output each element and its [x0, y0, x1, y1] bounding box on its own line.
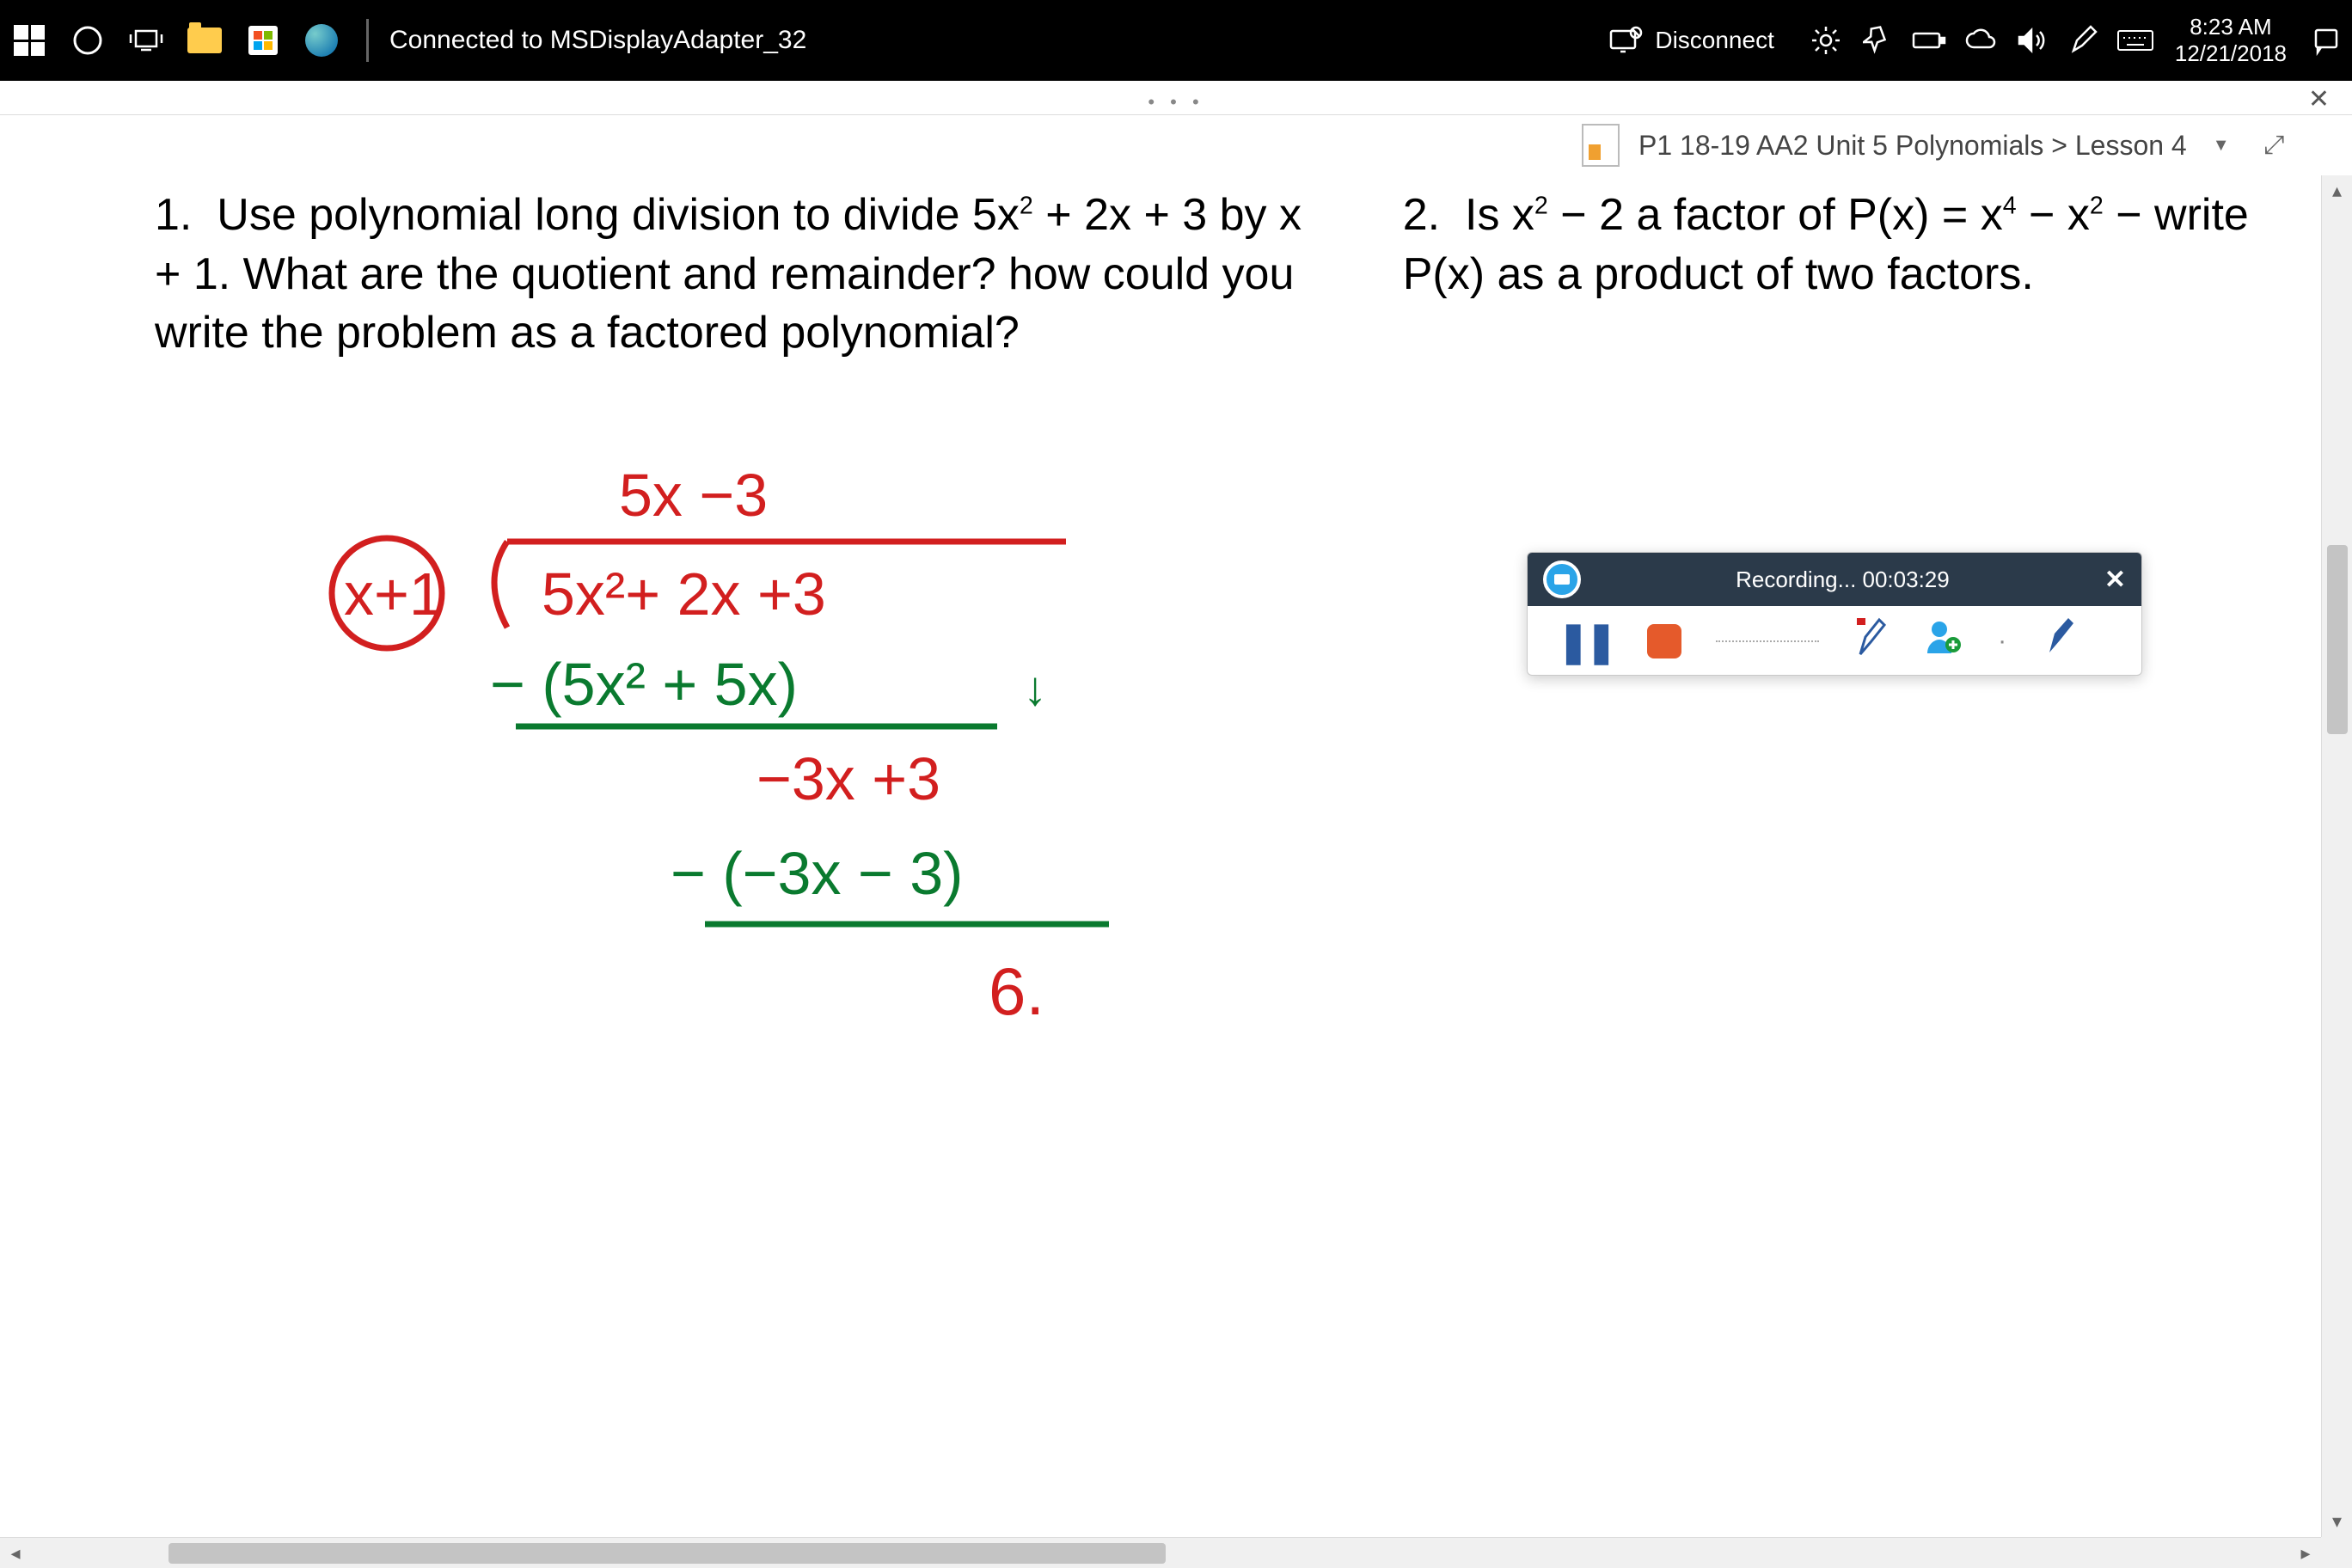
scroll-right-icon[interactable]: ▸ [2290, 1542, 2321, 1565]
recording-header: Recording... 00:03:29 ✕ [1528, 553, 2141, 606]
clock-time: 8:23 AM [2175, 14, 2287, 40]
cortana-icon[interactable] [58, 0, 117, 81]
taskbar-divider [366, 19, 369, 62]
add-person-icon[interactable] [1924, 617, 1963, 665]
more-dot-icon[interactable]: · [1998, 627, 2006, 656]
chevron-down-icon[interactable]: ▼ [2213, 136, 2230, 156]
hw-mid: −3x +3 [756, 745, 940, 812]
scroll-left-icon[interactable]: ◂ [0, 1542, 31, 1565]
p2-text-b: − 2 a factor of P(x) = x [1548, 190, 2003, 240]
vertical-scrollbar[interactable]: ▴ ▾ [2321, 175, 2352, 1537]
system-clock[interactable]: 8:23 AM 12/21/2018 [2161, 14, 2300, 67]
breadcrumb-text[interactable]: P1 18-19 AA2 Unit 5 Polynomials > Lesson… [1638, 130, 2187, 162]
p2-sup2: 4 [2003, 193, 2017, 220]
p1-sup1: 2 [1020, 193, 1033, 220]
hw-sub1: − (5x² + 5x) [490, 651, 798, 718]
hw-dividend: 5x²+ 2x +3 [542, 560, 826, 628]
pen-tool-icon[interactable] [1853, 616, 1890, 666]
stop-button[interactable] [1647, 624, 1681, 658]
notifications-icon[interactable] [2300, 0, 2352, 81]
disconnect-button[interactable]: Disconnect [1608, 26, 1774, 55]
p1-number: 1. [155, 190, 192, 240]
p1-text-a: Use polynomial long division to divide [217, 190, 959, 240]
keyboard-icon[interactable] [2110, 0, 2161, 81]
problem-2: 2. Is x2 − 2 a factor of P(x) = x4 − x2 … [1403, 186, 2295, 363]
cloud-icon[interactable] [1955, 0, 2006, 81]
p2-text-c: − x [2017, 190, 2090, 240]
p2-sup1: 2 [1534, 193, 1548, 220]
pause-button[interactable]: ❚❚ [1557, 618, 1613, 665]
horizontal-scrollbar[interactable]: ◂ ▸ [0, 1537, 2321, 1568]
expand-icon[interactable]: ⤢ [2249, 128, 2300, 162]
recording-toolbar: Recording... 00:03:29 ✕ ❚❚ · [1527, 552, 2142, 676]
webcam-icon[interactable] [1543, 560, 1581, 598]
app-world-icon[interactable] [292, 0, 351, 81]
app-titlebar: • • • ✕ [0, 81, 2352, 115]
hw-quotient: 5x −3 [619, 462, 768, 529]
hw-arrow-down: ↓ [1023, 661, 1047, 715]
toolbar-separator [1716, 640, 1819, 642]
hw-sub2: − (−3x − 3) [671, 840, 963, 907]
connected-status: Connected to MSDisplayAdapter_32 [384, 26, 806, 55]
p2-text-a: Is x [1465, 190, 1534, 240]
p2-number: 2. [1403, 190, 1440, 240]
close-icon[interactable]: ✕ [2308, 84, 2330, 114]
drag-handle-icon[interactable]: • • • [1148, 91, 1204, 113]
pin-icon[interactable] [1852, 0, 1903, 81]
recording-status: Recording... 00:03:29 [1598, 567, 2087, 593]
hscroll-thumb[interactable] [168, 1543, 1166, 1564]
scroll-corner [2321, 1537, 2352, 1568]
scroll-down-icon[interactable]: ▾ [2322, 1506, 2352, 1537]
hw-remainder: 6. [989, 953, 1044, 1029]
taskview-icon[interactable] [117, 0, 175, 81]
settings-gear-icon[interactable] [1800, 0, 1852, 81]
hw-divisor: x+1 [344, 560, 443, 628]
taskbar: Connected to MSDisplayAdapter_32 Disconn… [0, 0, 2352, 81]
close-recorder-icon[interactable]: ✕ [2104, 565, 2126, 595]
scroll-up-icon[interactable]: ▴ [2322, 175, 2352, 206]
microsoft-store-icon[interactable] [234, 0, 292, 81]
volume-icon[interactable] [2006, 0, 2058, 81]
p2-sup3: 2 [2090, 193, 2104, 220]
battery-icon[interactable] [1903, 0, 1955, 81]
vscroll-thumb[interactable] [2327, 545, 2348, 734]
recording-controls: ❚❚ · [1528, 606, 2141, 676]
start-icon[interactable] [0, 0, 58, 81]
disconnect-label: Disconnect [1655, 27, 1774, 54]
marker-tool-icon[interactable] [2041, 616, 2077, 666]
clock-date: 12/21/2018 [2175, 40, 2287, 67]
handwriting-canvas: 5x −3 x+1 5x²+ 2x +3 − (5x² + 5x) ↓ −3x … [309, 456, 1272, 1161]
problem-1: 1. Use polynomial long division to divid… [155, 186, 1317, 363]
document-icon [1582, 124, 1620, 167]
problems-area: 1. Use polynomial long division to divid… [155, 186, 2295, 363]
p1-text-b: 5x [972, 190, 1020, 240]
breadcrumb-bar: P1 18-19 AA2 Unit 5 Polynomials > Lesson… [1582, 115, 2321, 175]
file-explorer-icon[interactable] [175, 0, 234, 81]
pen-input-icon[interactable] [2058, 0, 2110, 81]
disconnect-icon [1608, 26, 1643, 55]
